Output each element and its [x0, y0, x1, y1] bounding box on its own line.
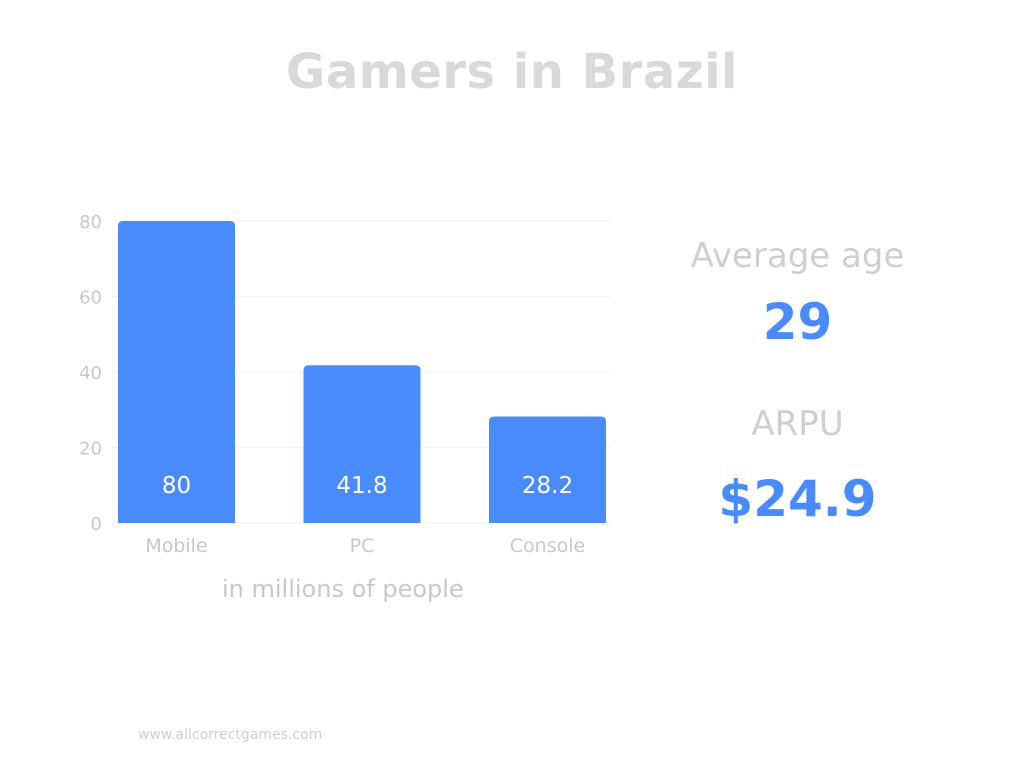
arpu-label: ARPU	[751, 404, 844, 444]
y-tick-label: 20	[79, 439, 102, 460]
average-age-value: 29	[762, 293, 833, 351]
arpu-value: $24.9	[718, 470, 877, 528]
y-tick-label: 0	[91, 514, 102, 535]
bar-data-labels: 80 41.8 28.2	[162, 473, 573, 499]
y-tick-label: 40	[79, 363, 102, 384]
footer-website: www.allcorrectgames.com	[138, 727, 323, 743]
bar-mobile	[118, 221, 235, 523]
x-axis-ticks: Mobile PC Console	[145, 535, 585, 557]
x-tick-label: Mobile	[145, 535, 207, 557]
x-tick-label: PC	[350, 535, 375, 557]
bars	[118, 221, 606, 523]
chart-title: Gamers in Brazil	[285, 44, 739, 100]
bar-pc	[303, 365, 421, 523]
bar-console	[489, 416, 606, 523]
y-tick-label: 60	[79, 288, 102, 309]
y-tick-label: 80	[79, 212, 102, 233]
bar-data-label: 80	[162, 473, 191, 499]
bar-data-label: 41.8	[336, 473, 387, 499]
bar-chart: 0 20 40 60 80 80 41.8 28.2 Mobile PC Console	[79, 212, 612, 557]
x-tick-label: Console	[510, 535, 585, 557]
y-axis-ticks: 0 20 40 60 80	[79, 212, 102, 535]
bar-data-label: 28.2	[522, 473, 573, 499]
x-axis-label: in millions of people	[222, 575, 464, 603]
average-age-label: Average age	[690, 236, 905, 276]
